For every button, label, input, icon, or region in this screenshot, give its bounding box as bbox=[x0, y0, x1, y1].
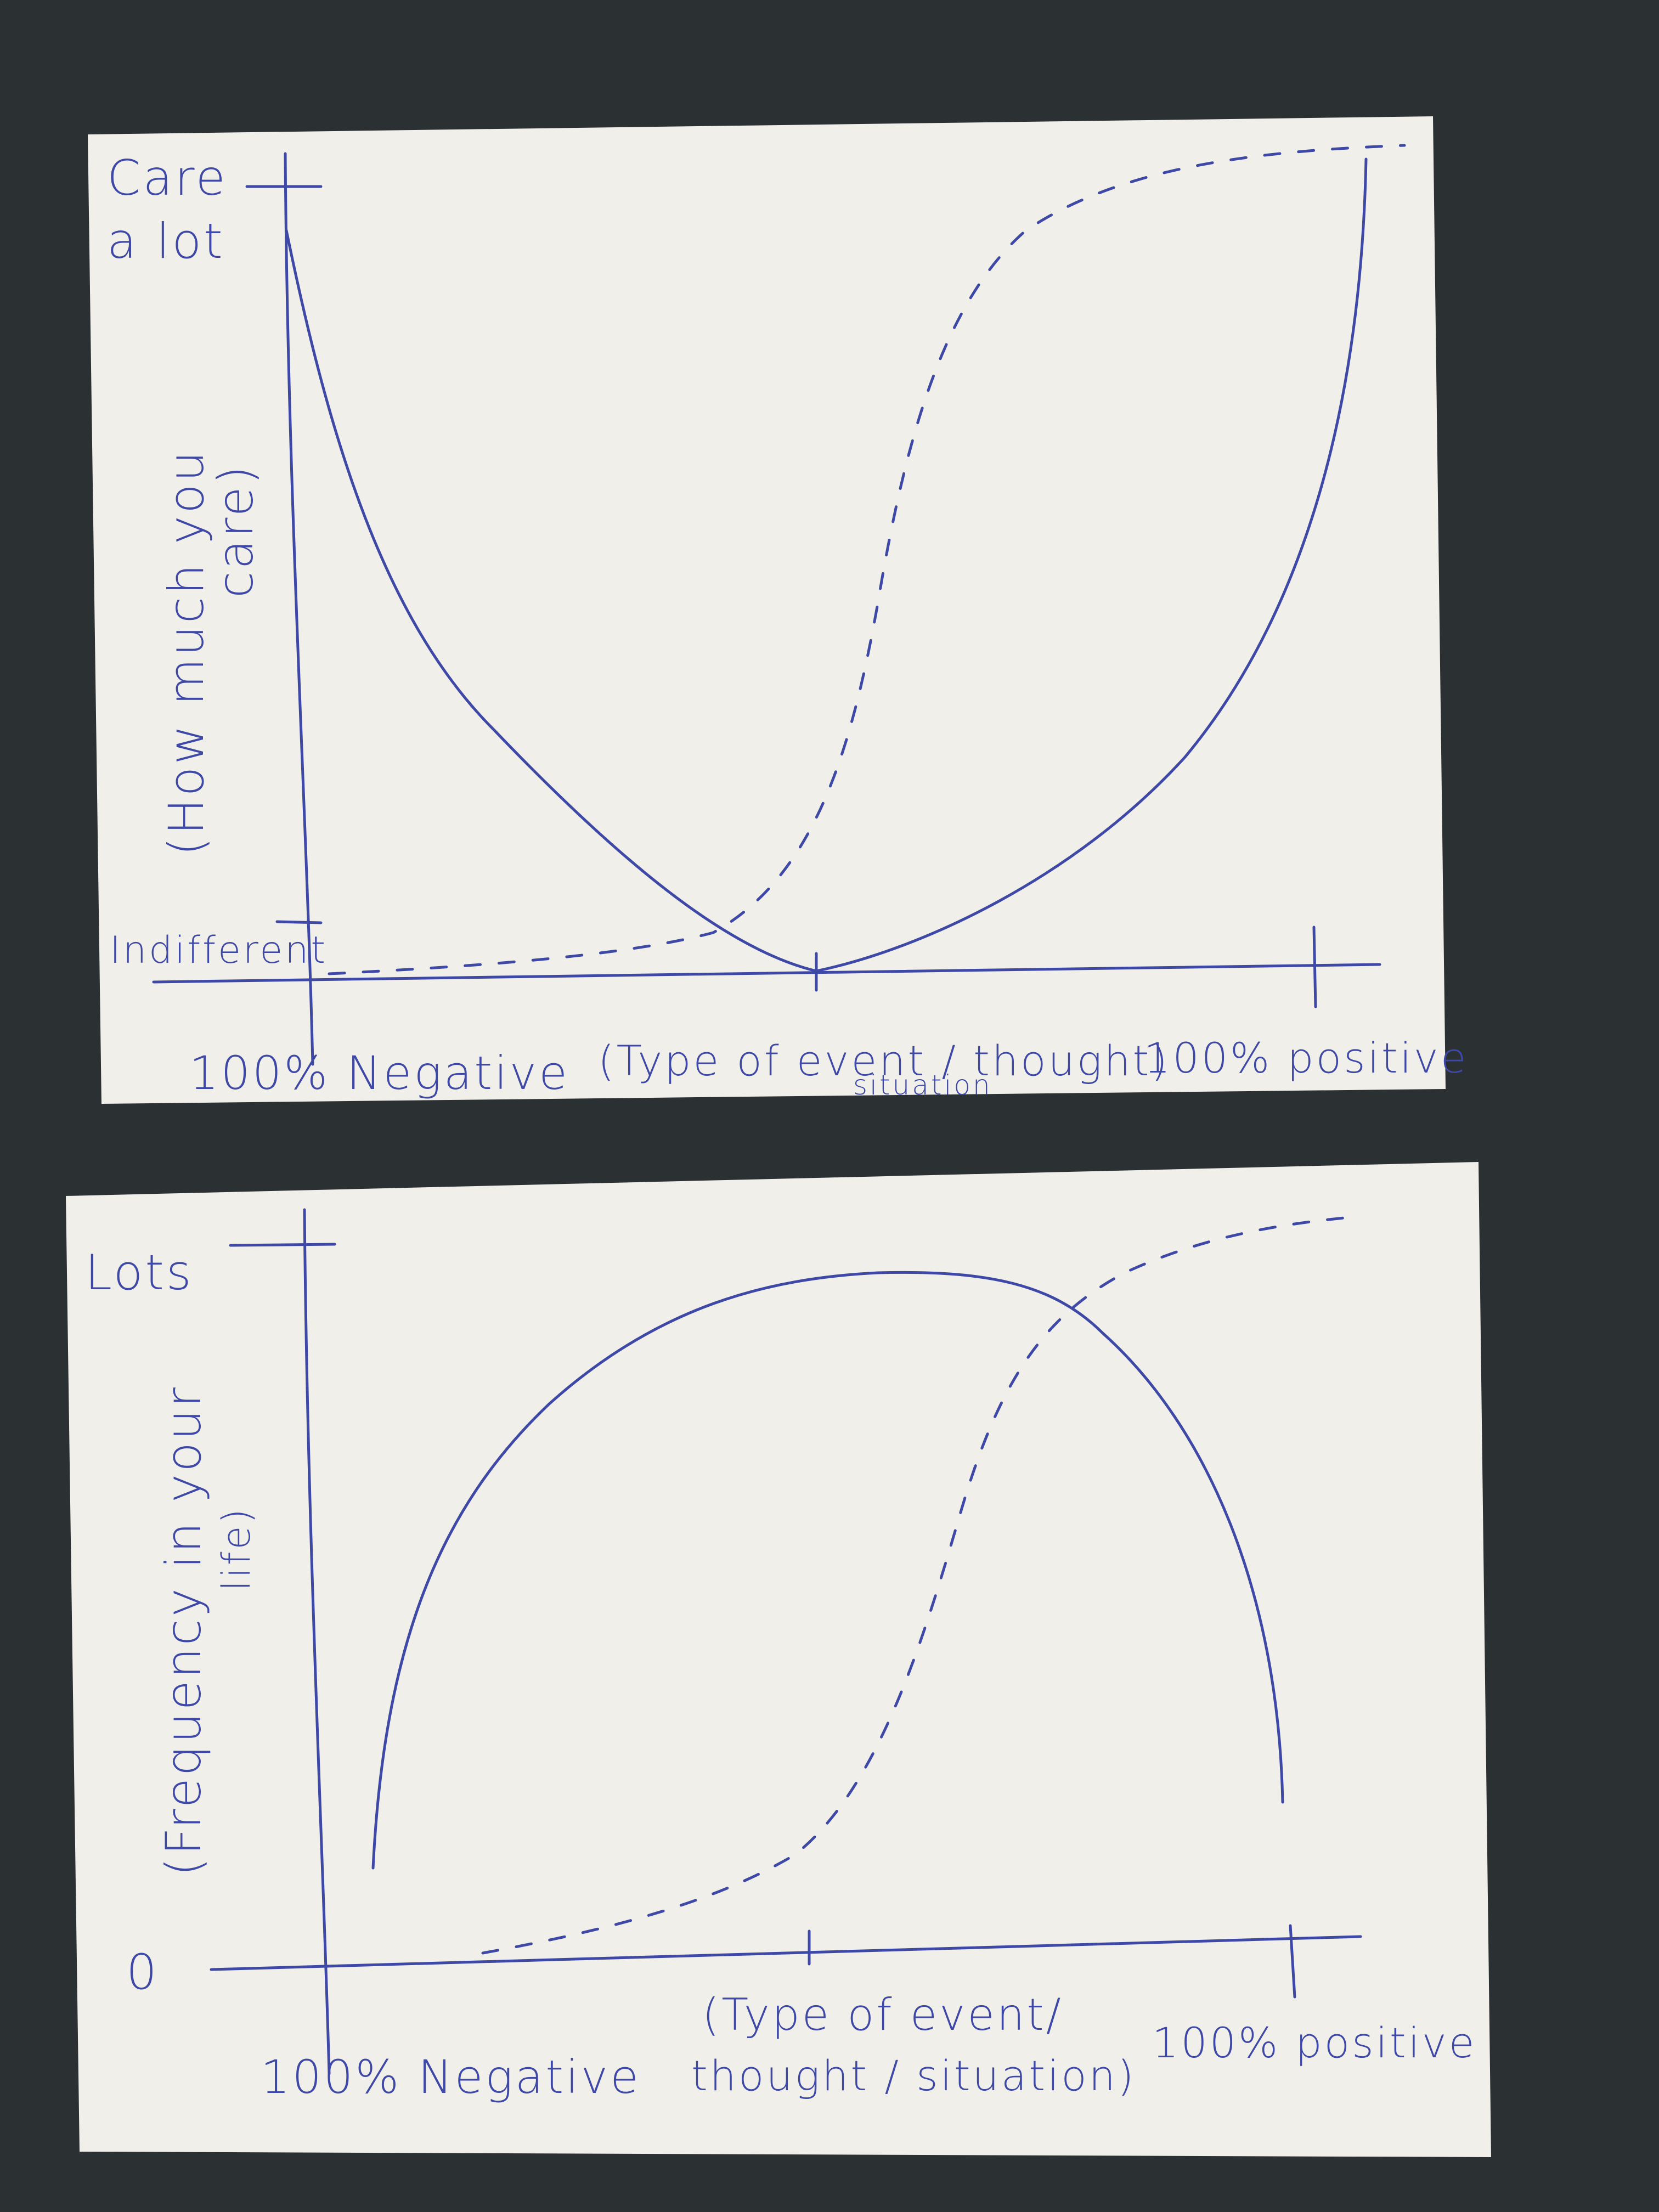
card2-solid-curve bbox=[371, 1271, 1284, 1870]
card1-y-axis-label-line2: care) bbox=[207, 464, 264, 598]
card1-x-axis-label-line1: (Type of event / thought) bbox=[598, 1036, 1170, 1085]
card2-y-axis-label-line2: life) bbox=[214, 1506, 259, 1591]
card1-solid-curve bbox=[285, 157, 1368, 973]
card2-y-top-label: Lots bbox=[85, 1244, 194, 1301]
card2-x-right-tick bbox=[1289, 1924, 1296, 1999]
card2-y-top-tick bbox=[229, 1243, 336, 1247]
card1-y-axis bbox=[284, 152, 314, 1066]
card1-y-top-label-line1: Care bbox=[107, 150, 228, 206]
card1-y-top-label-line2: a lot bbox=[107, 213, 225, 269]
card2-dashed-curve bbox=[481, 1216, 1346, 1955]
card2-x-axis-label-line1: (Type of event/ bbox=[702, 1989, 1063, 2040]
card-2-paper bbox=[66, 1162, 1491, 2157]
card1-y-bottom-label: Indifferent bbox=[110, 929, 328, 972]
card2-x-left-label: 100% Negative bbox=[261, 2050, 641, 2104]
card1-x-left-label: 100% Negative bbox=[189, 1046, 569, 1100]
card-1-paper bbox=[88, 116, 1446, 1104]
card1-x-right-label: 100% positive bbox=[1144, 1034, 1469, 1082]
card2-x-right-label: 100% positive bbox=[1152, 2018, 1477, 2067]
card1-x-right-tick bbox=[1312, 926, 1317, 1008]
card2-x-axis-label-line2: thought / situation) bbox=[691, 2051, 1136, 2100]
card1-x-axis-label-line2: situation bbox=[853, 1069, 992, 1101]
card2-x-axis bbox=[210, 1935, 1362, 1971]
card2-y-axis-label-line1: (Frequency in your bbox=[155, 1385, 212, 1876]
card2-y-bottom-label: 0 bbox=[126, 1944, 159, 2000]
card1-x-axis bbox=[152, 963, 1381, 984]
card1-y-axis-label-line1: (How much you bbox=[158, 449, 215, 856]
card2-y-axis bbox=[303, 1208, 331, 2075]
card1-y-bottom-tick bbox=[275, 920, 323, 924]
